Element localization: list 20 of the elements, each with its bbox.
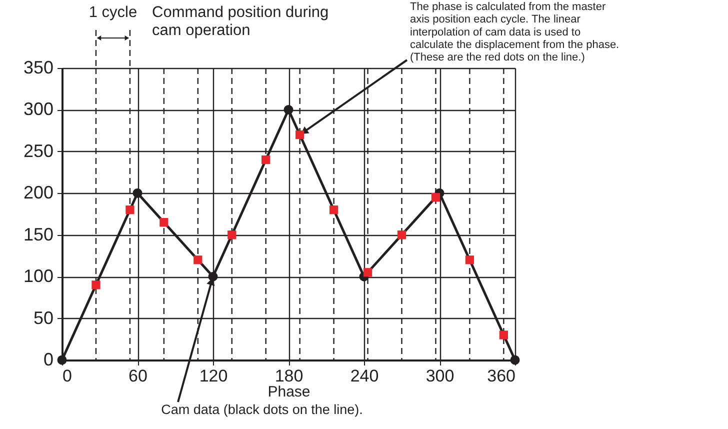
y-tick-label: 350 bbox=[23, 58, 54, 78]
x-tick-label: 240 bbox=[350, 366, 379, 386]
x-tick-label: 0 bbox=[62, 366, 72, 386]
x-tick-label: 360 bbox=[487, 366, 516, 386]
x-tick-label: 180 bbox=[274, 366, 304, 386]
y-tick-label: 250 bbox=[23, 140, 54, 161]
x-tick-label: 120 bbox=[199, 366, 228, 386]
annotation: Cam data (black dots on the line). bbox=[161, 402, 363, 417]
y-tick-label: 200 bbox=[23, 182, 54, 203]
y-tick-label: 150 bbox=[23, 224, 54, 244]
x-axis-title: Phase bbox=[268, 384, 310, 400]
chart-title: Command position during cam operation bbox=[152, 4, 329, 39]
x-tick-label: 60 bbox=[128, 366, 148, 386]
y-tick-label: 300 bbox=[23, 99, 54, 120]
y-tick-label: 100 bbox=[23, 266, 54, 286]
annotation: The phase is calculated from the master axis position each cycle. The linear interpolation of cam data is used to calculate the displacement from the phase. (These are the red dots on the line.) bbox=[410, 1, 620, 64]
y-tick-label: 50 bbox=[33, 308, 54, 328]
text: 1 cycle bbox=[88, 4, 138, 21]
x-tick-label: 300 bbox=[426, 366, 454, 386]
y-tick-label: 0 bbox=[43, 350, 54, 370]
